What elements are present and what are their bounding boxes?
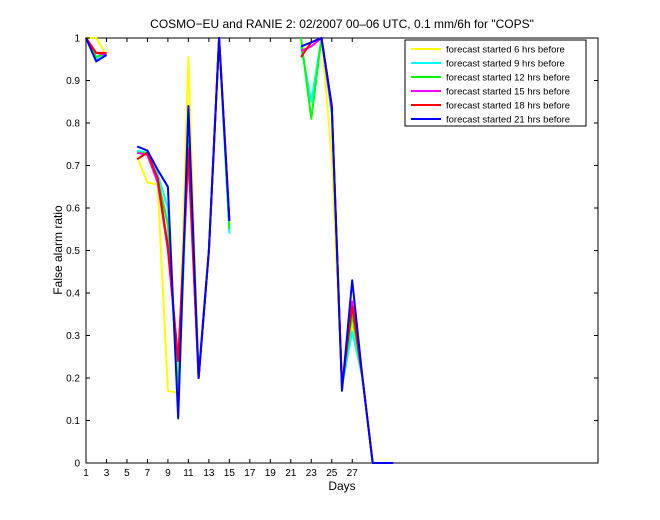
x-tick-label: 15 — [224, 468, 236, 479]
legend-label-5: forecast started 21 hrs before — [446, 115, 570, 126]
series-5-line-segment-1 — [136, 37, 231, 420]
y-axis-label: False alarm ratio — [51, 205, 65, 295]
x-tick-label: 17 — [244, 468, 256, 479]
x-tick-label: 3 — [104, 468, 110, 479]
chart-title: COSMO−EU and RANIE 2: 02/2007 00–06 UTC,… — [150, 17, 534, 31]
legend-box — [404, 39, 587, 127]
legend: forecast started 6 hrs before forecast st… — [404, 39, 587, 127]
x-axis: 1 3 5 7 9 11 13 15 17 19 21 23 25 27 — [83, 38, 358, 479]
x-tick-label: 13 — [203, 468, 215, 479]
series-5-line-segment-2 — [300, 37, 394, 464]
y-tick-label: 1 — [74, 34, 80, 45]
series-group — [85, 37, 394, 464]
y-tick-label: 0.8 — [66, 119, 80, 130]
y-axis: 0 0.1 0.2 0.3 0.4 0.5 0.6 0.7 0.8 0.9 1 — [66, 34, 598, 470]
y-tick-label: 0.6 — [66, 204, 80, 215]
legend-label-2: forecast started 12 hrs before — [446, 73, 570, 84]
x-tick-label: 23 — [306, 468, 318, 479]
x-tick-label: 25 — [326, 468, 338, 479]
legend-label-3: forecast started 15 hrs before — [446, 87, 570, 98]
series-5-line-segment-0 — [85, 37, 108, 63]
x-tick-label: 1 — [83, 468, 89, 479]
legend-label-4: forecast started 18 hrs before — [446, 101, 570, 112]
y-tick-label: 0.1 — [66, 416, 80, 427]
y-tick-label: 0.7 — [66, 161, 80, 172]
x-tick-label: 21 — [285, 468, 297, 479]
x-tick-label: 7 — [145, 468, 151, 479]
y-tick-label: 0.2 — [66, 374, 80, 385]
x-tick-label: 5 — [124, 468, 130, 479]
y-tick-label: 0.4 — [66, 289, 80, 300]
legend-label-1: forecast started 9 hrs before — [446, 59, 565, 70]
x-tick-label: 27 — [347, 468, 359, 479]
series-4-line-segment-0 — [85, 37, 107, 54]
x-tick-label: 19 — [265, 468, 277, 479]
y-tick-label: 0 — [74, 459, 80, 470]
y-tick-label: 0.9 — [66, 76, 80, 87]
x-axis-label: Days — [328, 479, 355, 493]
y-tick-label: 0.5 — [66, 246, 80, 257]
legend-label-0: forecast started 6 hrs before — [446, 45, 565, 56]
y-tick-label: 0.3 — [66, 331, 80, 342]
x-tick-label: 9 — [165, 468, 171, 479]
x-tick-label: 11 — [183, 468, 194, 479]
